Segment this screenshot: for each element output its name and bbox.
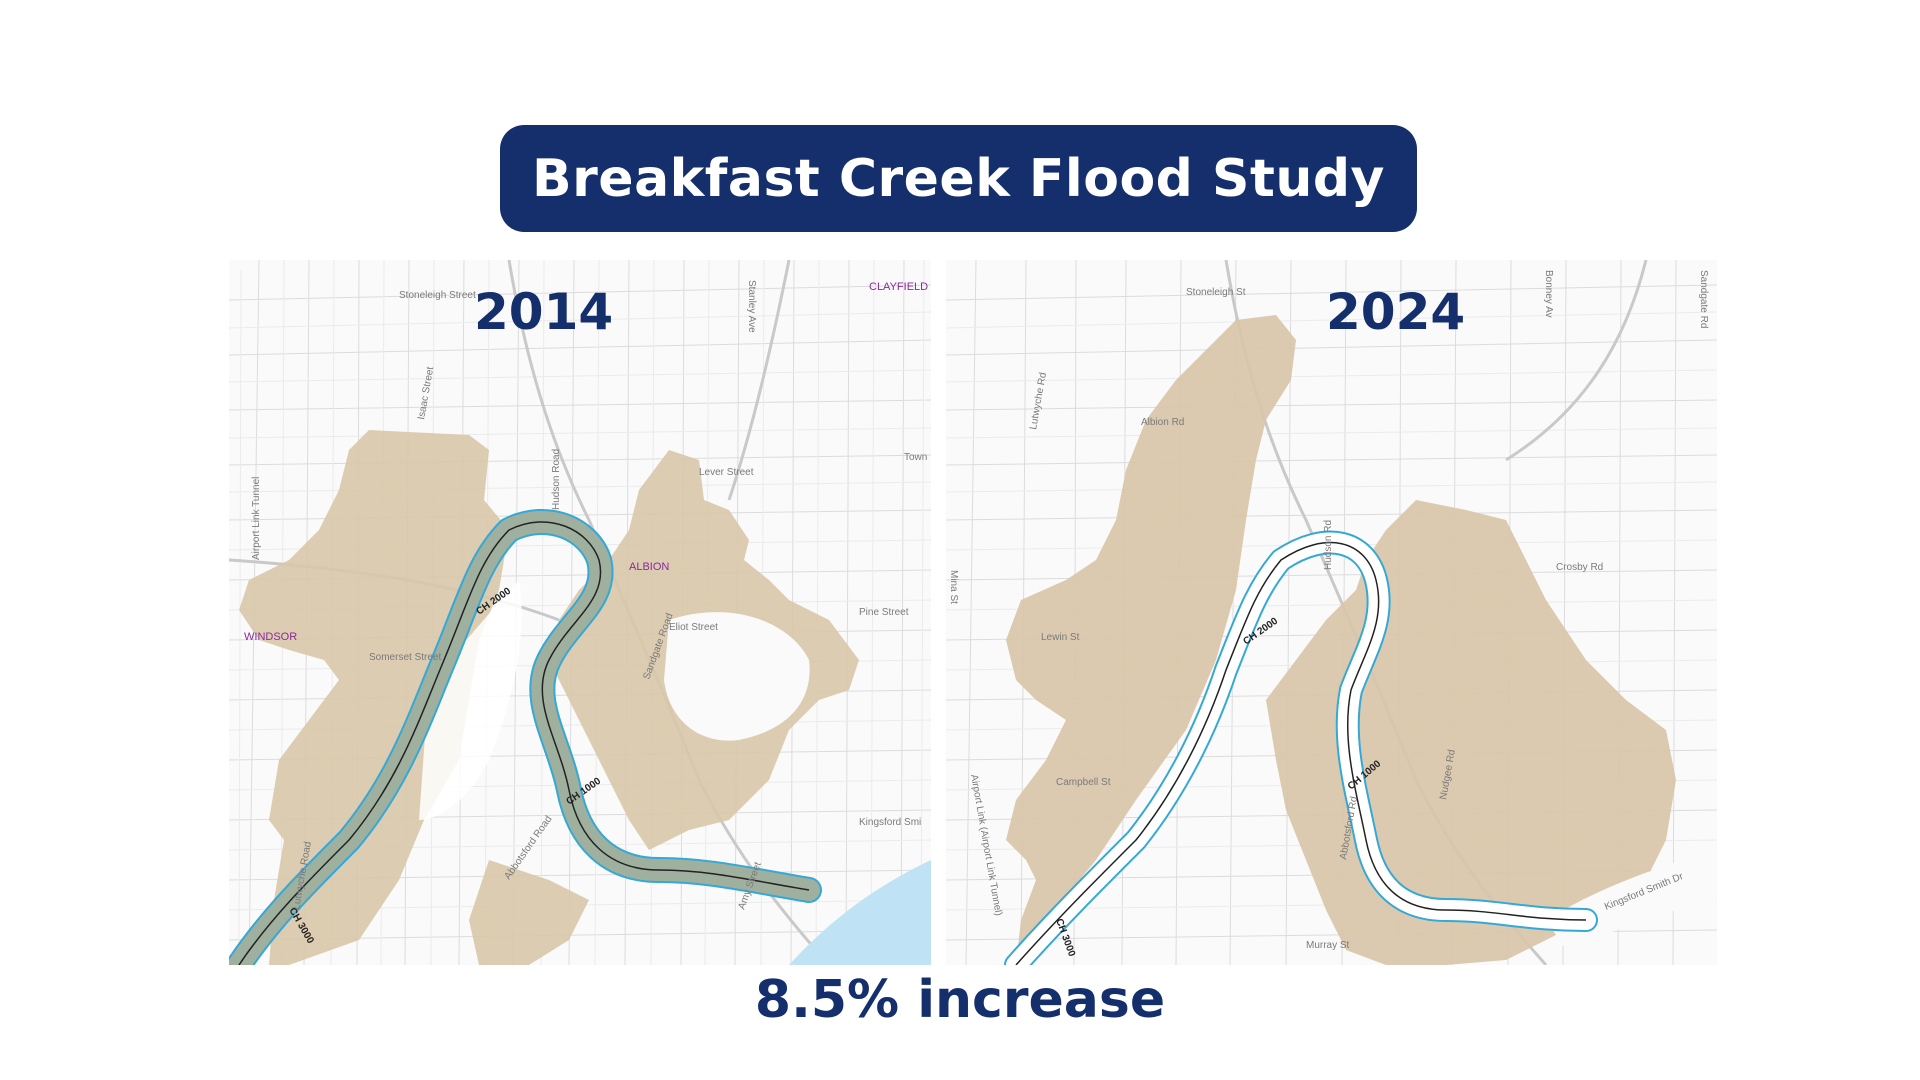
street-label: Crosby Rd: [1556, 562, 1603, 573]
street-label: Kingsford Smi: [859, 817, 921, 828]
street-label: Stoneleigh St: [1186, 287, 1246, 298]
title-banner: Breakfast Creek Flood Study: [500, 125, 1417, 232]
street-label: Murray St: [1306, 940, 1350, 951]
street-label: Hudson Rd: [1323, 520, 1334, 570]
map-2024-canvas: Stoneleigh St Bonney Av Sandgate Rd Lutw…: [946, 260, 1717, 965]
street-label: Lever Street: [699, 467, 754, 478]
street-label: Sandgate Rd: [1698, 270, 1709, 328]
suburb-label: CLAYFIELD: [869, 281, 928, 293]
street-label: Campbell St: [1056, 777, 1111, 788]
page-title: Breakfast Creek Flood Study: [532, 148, 1385, 209]
summary-text: 8.5% increase: [754, 970, 1166, 1030]
street-label: Pine Street: [859, 607, 909, 618]
street-label: Albion Rd: [1141, 417, 1184, 428]
street-label: Stanley Ave: [746, 280, 757, 333]
map-2014-canvas: Stoneleigh Street Stanley Ave Isaac Stre…: [229, 260, 931, 965]
street-label: Lewin St: [1041, 632, 1080, 643]
street-label: Airport Link Tunnel: [251, 477, 262, 560]
suburb-label: WINDSOR: [244, 631, 297, 643]
street-label: Eliot Street: [669, 622, 718, 633]
street-label: Stoneleigh Street: [399, 290, 476, 301]
year-label-2014: 2014: [474, 283, 614, 341]
street-label: Town: [904, 452, 927, 463]
street-label: Bonney Av: [1543, 270, 1554, 318]
street-label: Somerset Street: [369, 652, 441, 663]
map-2014: Stoneleigh Street Stanley Ave Isaac Stre…: [229, 260, 931, 965]
suburb-label: ALBION: [629, 561, 669, 573]
street-label: Mina St: [948, 570, 959, 604]
street-label: Hudson Road: [551, 449, 562, 510]
year-label-2024: 2024: [1326, 283, 1466, 341]
map-2024: Stoneleigh St Bonney Av Sandgate Rd Lutw…: [946, 260, 1717, 965]
